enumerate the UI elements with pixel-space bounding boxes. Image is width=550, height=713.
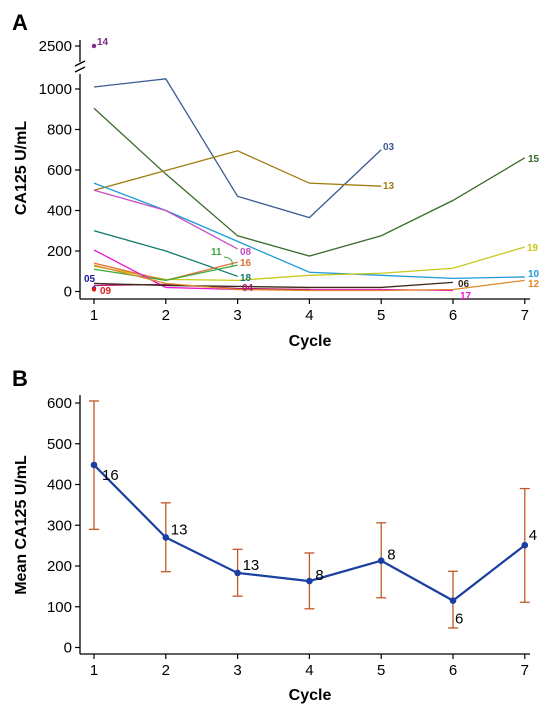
- series-label-09: 09: [100, 286, 112, 297]
- x-tick-label: 4: [305, 662, 313, 679]
- series-line-10: [93, 182, 525, 279]
- x-tick-label: 1: [90, 662, 98, 679]
- series-label-18: 18: [240, 273, 252, 284]
- x-tick-label: 5: [377, 307, 385, 324]
- y-tick-label: 200: [47, 558, 72, 575]
- series-label-11: 11: [211, 247, 222, 258]
- n-label: 8: [315, 567, 323, 584]
- x-tick-label: 4: [305, 307, 313, 324]
- x-tick-label: 6: [449, 307, 457, 324]
- n-label: 8: [387, 547, 395, 564]
- label-leader-11: [223, 256, 233, 267]
- x-tick-label: 6: [449, 662, 457, 679]
- series-label-05: 05: [84, 274, 96, 285]
- series-line-08: [93, 189, 238, 250]
- series-label-06: 06: [458, 279, 470, 290]
- series-label-17: 17: [460, 291, 472, 302]
- x-tick-label: 1: [90, 307, 98, 324]
- series-line-12: [93, 264, 525, 292]
- panel-b-chart: B 0 100 200 300 400 500 600 1 2 3 4 5 6 7 Cycle Mean CA1…: [12, 366, 537, 704]
- axis-break-mark: [74, 60, 86, 73]
- y-tick-label: 400: [47, 203, 72, 220]
- mean-point: [90, 461, 98, 469]
- x-tick-label: 2: [162, 662, 170, 679]
- mean-point: [377, 557, 385, 565]
- series-label-14: 14: [97, 37, 109, 48]
- x-axis-title: Cycle: [289, 687, 332, 704]
- n-label: 6: [455, 611, 463, 628]
- y-axis-title: CA125 U/mL: [13, 121, 30, 215]
- mean-point: [521, 541, 529, 549]
- series-label-13: 13: [383, 181, 395, 192]
- y-tick-label: 200: [47, 243, 72, 260]
- y-tick-label: 0: [64, 284, 72, 301]
- y-tick-label: 800: [47, 122, 72, 139]
- x-tick-label: 2: [162, 307, 170, 324]
- mean-point: [449, 597, 457, 604]
- series-label-04: 04: [242, 283, 254, 294]
- x-tick-label: 5: [377, 662, 385, 679]
- panel-a-letter: A: [12, 10, 28, 35]
- series-label-12: 12: [528, 279, 540, 290]
- mean-point: [306, 577, 313, 585]
- n-label: 13: [243, 557, 260, 574]
- series-line-06: [93, 281, 454, 289]
- y-tick-label: 100: [47, 599, 72, 616]
- x-tick-label: 7: [521, 307, 529, 324]
- point-14: [91, 43, 97, 49]
- y-tick-label: 300: [47, 517, 72, 534]
- panel-b-letter: B: [12, 366, 28, 391]
- y-tick-label: 0: [64, 640, 72, 657]
- y-tick-label: 1000: [39, 81, 72, 98]
- series-label-16: 16: [240, 258, 252, 269]
- y-axis-title: Mean CA125 U/mL: [13, 455, 30, 595]
- series-label-10: 10: [528, 269, 540, 280]
- x-tick-label: 3: [233, 662, 241, 679]
- mean-point: [162, 534, 170, 541]
- n-label: 13: [171, 521, 188, 538]
- n-label: 16: [102, 467, 119, 484]
- series-line-11: [93, 264, 238, 282]
- series-label-03: 03: [383, 142, 395, 153]
- x-tick-label: 7: [521, 662, 529, 679]
- n-label: 4: [529, 527, 537, 544]
- point-09: [91, 287, 97, 292]
- y-tick-label: 400: [47, 477, 72, 494]
- series-line-15: [93, 107, 526, 257]
- x-tick-label: 3: [233, 307, 241, 324]
- y-tick-label: 500: [47, 436, 72, 453]
- x-axis-title: Cycle: [289, 333, 332, 350]
- y-tick-label: 600: [47, 395, 72, 412]
- series-line-13: [93, 150, 382, 191]
- y-tick-label: 600: [47, 162, 72, 179]
- y-tick-label: 2500: [39, 38, 72, 55]
- series-label-19: 19: [527, 243, 539, 254]
- series-line-03: [93, 78, 382, 219]
- series-label-08: 08: [240, 247, 252, 258]
- series-label-15: 15: [528, 154, 540, 165]
- mean-point: [234, 569, 241, 577]
- series-line-19: [93, 246, 525, 282]
